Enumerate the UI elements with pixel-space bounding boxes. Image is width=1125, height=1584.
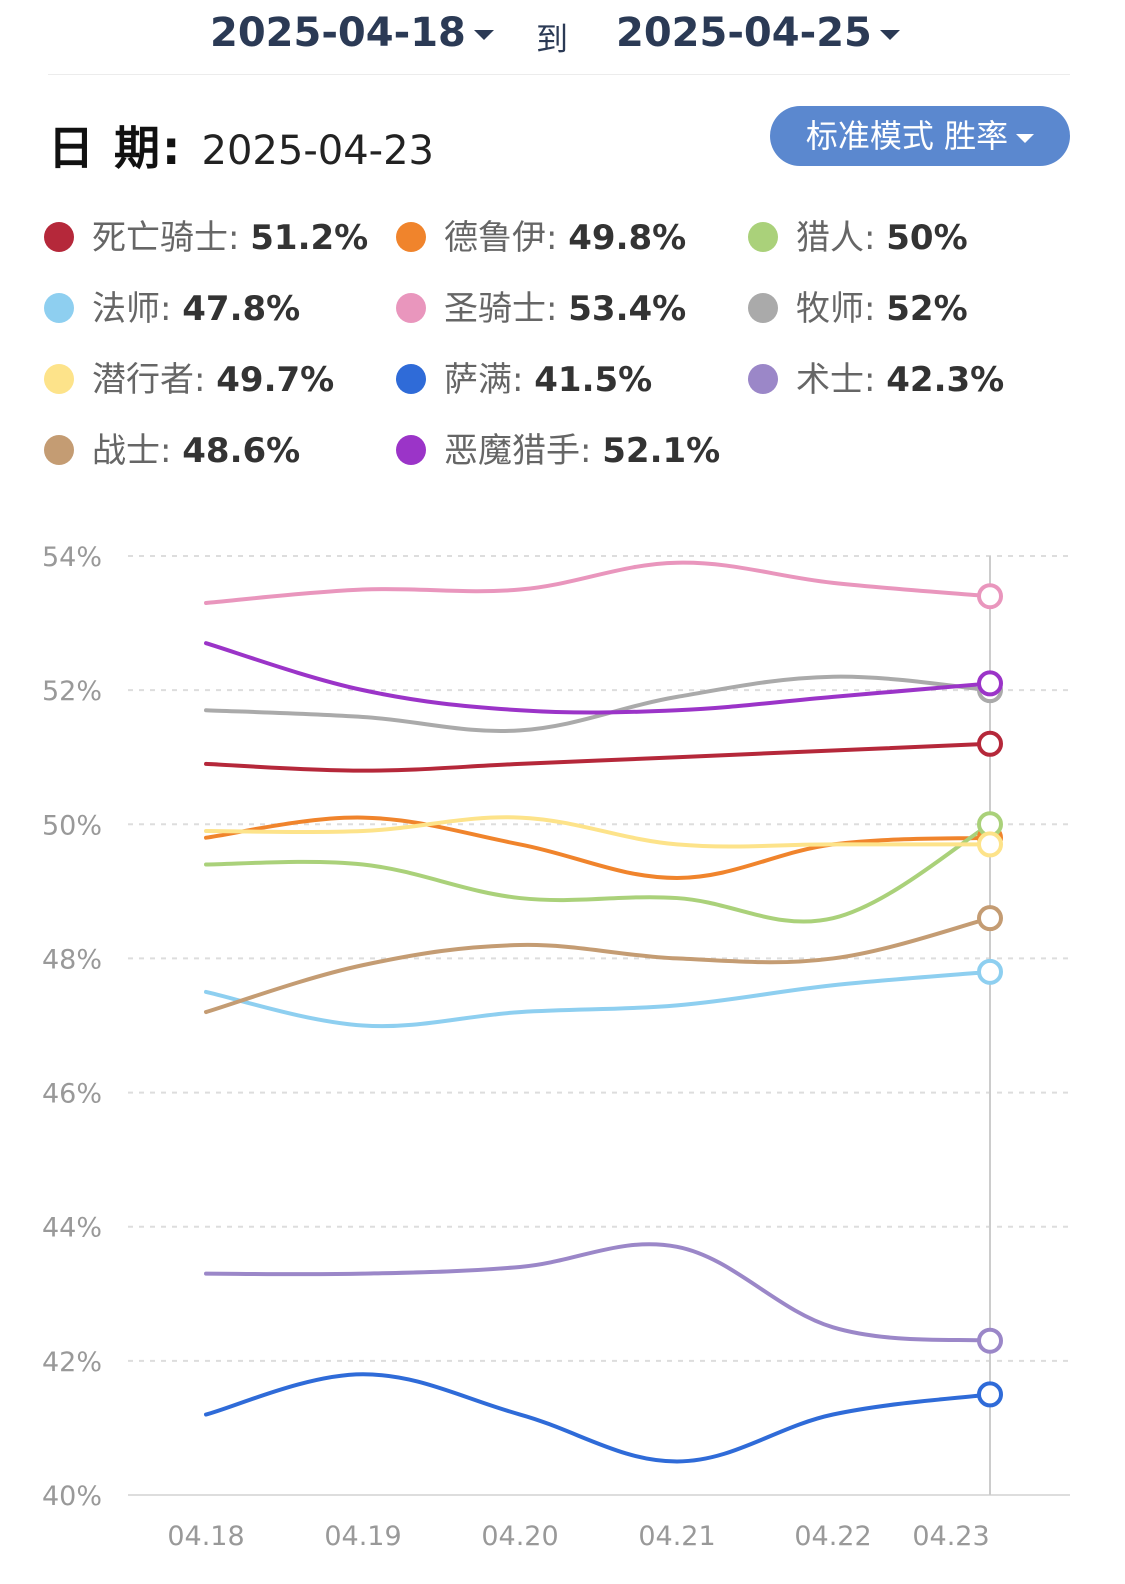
legend-value: 41.5% xyxy=(534,360,653,400)
x-tick-label: 04.18 xyxy=(167,1521,244,1552)
legend-item[interactable]: 术士: 42.3% xyxy=(748,354,1004,406)
legend-item[interactable]: 恶魔猎手: 52.1% xyxy=(396,425,720,477)
start-date-value: 2025-04-18 xyxy=(210,10,466,56)
x-tick-label: 04.22 xyxy=(794,1521,871,1552)
legend-value: 50% xyxy=(886,218,968,258)
legend-name: 牧师 xyxy=(796,289,864,329)
legend-name: 法师 xyxy=(92,289,160,329)
end-date-picker[interactable]: 2025-04-25 xyxy=(616,10,900,56)
legend-color-dot xyxy=(396,363,426,394)
legend-value: 49.7% xyxy=(216,360,335,400)
legend-value: 47.8% xyxy=(182,289,301,329)
legend-name: 圣骑士 xyxy=(444,289,546,329)
x-tick-label: 04.23 xyxy=(912,1521,989,1552)
legend-color-dot xyxy=(748,221,778,252)
legend-name: 潜行者 xyxy=(92,360,194,400)
line-chart[interactable]: 54% 52% 50% 48% 46% 44% 42% 40% 04.18 04.19 04.20 0… xyxy=(0,520,1125,1584)
series-line xyxy=(204,1242,992,1343)
start-date-picker[interactable]: 2025-04-18 xyxy=(210,10,494,56)
legend-name: 术士 xyxy=(796,360,864,400)
chevron-down-icon xyxy=(879,30,900,40)
legend-item[interactable]: 潜行者: 49.7% xyxy=(44,354,334,406)
series-point xyxy=(977,831,1003,858)
legend-value: 51.2% xyxy=(250,218,369,258)
legend-color-dot xyxy=(44,434,74,465)
end-date-value: 2025-04-25 xyxy=(616,10,872,56)
series-line xyxy=(204,1372,992,1464)
legend-item[interactable]: 圣骑士: 53.4% xyxy=(396,283,686,335)
y-tick-label: 42% xyxy=(42,1347,102,1378)
selected-date-row: 日 期: 2025-04-23 xyxy=(48,112,434,178)
legend-item[interactable]: 牧师: 52% xyxy=(748,283,968,335)
chevron-down-icon xyxy=(1016,133,1035,143)
series-line xyxy=(204,916,992,1015)
range-separator: 到 xyxy=(536,20,569,58)
series-point xyxy=(977,583,1003,610)
series-point xyxy=(977,958,1003,985)
series-point xyxy=(977,670,1003,697)
x-tick-label: 04.19 xyxy=(324,1521,401,1552)
y-tick-label: 46% xyxy=(42,1079,102,1110)
y-tick-label: 50% xyxy=(42,810,102,841)
series-line xyxy=(204,674,992,733)
legend-color-dot xyxy=(44,221,74,252)
legend-value: 49.8% xyxy=(568,218,687,258)
series-line xyxy=(204,641,992,715)
mode-select-button[interactable]: 标准模式 胜率 xyxy=(770,106,1070,166)
series-point xyxy=(977,730,1003,757)
series-line xyxy=(204,815,992,880)
legend-color-dot xyxy=(396,221,426,252)
legend-value: 53.4% xyxy=(568,289,687,329)
mode-button-label: 标准模式 胜率 xyxy=(805,117,1009,155)
legend-color-dot xyxy=(748,292,778,323)
legend-name: 德鲁伊 xyxy=(444,218,546,258)
legend-value: 52% xyxy=(886,289,968,329)
legend-item[interactable]: 死亡骑士: 51.2% xyxy=(44,212,368,264)
date-label: 日 期: xyxy=(48,121,183,175)
date-range-bar: 2025-04-18 到 2025-04-25 xyxy=(0,0,1125,74)
series-line xyxy=(204,815,992,849)
chevron-down-icon xyxy=(473,30,494,40)
series-line xyxy=(204,741,992,773)
series-line xyxy=(204,969,992,1029)
y-tick-label: 48% xyxy=(42,944,102,975)
legend-name: 战士 xyxy=(92,431,160,471)
selected-date-value: 2025-04-23 xyxy=(201,128,434,174)
legend-item[interactable]: 猎人: 50% xyxy=(748,212,968,264)
legend-color-dot xyxy=(748,363,778,394)
series-point xyxy=(977,1381,1003,1408)
legend-item[interactable]: 战士: 48.6% xyxy=(44,425,300,477)
legend-value: 42.3% xyxy=(886,360,1005,400)
legend-item[interactable]: 萨满: 41.5% xyxy=(396,354,652,406)
series-point xyxy=(977,1327,1003,1354)
y-tick-label: 44% xyxy=(42,1213,102,1244)
series-line xyxy=(204,822,992,924)
y-tick-label: 54% xyxy=(42,542,102,573)
legend-name: 死亡骑士 xyxy=(92,218,228,258)
legend-value: 48.6% xyxy=(182,431,301,471)
legend-name: 萨满 xyxy=(444,360,512,400)
x-tick-label: 04.21 xyxy=(638,1521,715,1552)
legend-color-dot xyxy=(396,434,426,465)
y-tick-label: 52% xyxy=(42,676,102,707)
series-point xyxy=(977,905,1003,932)
legend-color-dot xyxy=(44,363,74,394)
legend-item[interactable]: 德鲁伊: 49.8% xyxy=(396,212,686,264)
legend-color-dot xyxy=(396,292,426,323)
y-tick-label: 40% xyxy=(42,1481,102,1512)
series-line xyxy=(204,560,992,605)
legend-name: 恶魔猎手 xyxy=(444,431,580,471)
legend-item[interactable]: 法师: 47.8% xyxy=(44,283,300,335)
legend-value: 52.1% xyxy=(602,431,721,471)
legend-name: 猎人 xyxy=(796,218,864,258)
divider xyxy=(48,74,1070,75)
legend-color-dot xyxy=(44,292,74,323)
x-tick-label: 04.20 xyxy=(481,1521,558,1552)
